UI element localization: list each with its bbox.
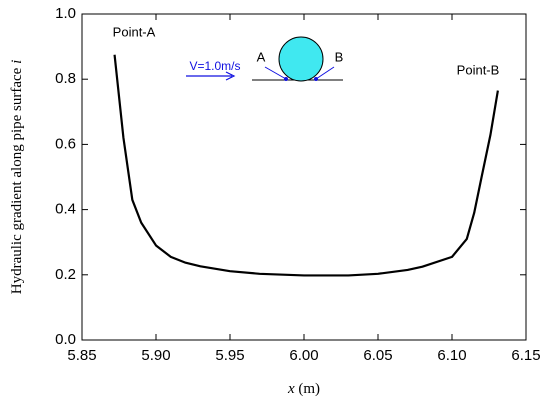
y-axis-label: Hydraulic gradient along pipe surface i: [9, 60, 25, 295]
annotation: A: [257, 49, 266, 64]
annotation: V=1.0m/s: [189, 59, 240, 73]
x-tick-label: 6.05: [363, 347, 392, 364]
x-tick-label: 6.15: [511, 347, 540, 364]
y-tick-label: 1.0: [55, 5, 76, 22]
x-tick-label: 5.85: [67, 347, 96, 364]
x-tick-label: 5.95: [215, 347, 244, 364]
x-label-symbol: x: [287, 381, 295, 397]
annotation: Point-B: [457, 62, 500, 77]
y-label-text: Hydraulic gradient along pipe surface: [9, 67, 25, 294]
x-axis-label: x (m): [287, 381, 320, 397]
x-tick-label: 6.00: [289, 347, 318, 364]
y-tick-label: 0.4: [55, 201, 76, 218]
y-tick-label: 0.8: [55, 70, 76, 87]
x-tick-label: 5.90: [141, 347, 170, 364]
point-marker: [314, 77, 318, 81]
y-tick-label: 0.2: [55, 266, 76, 283]
inset-diagram: V=1.0m/s A B: [186, 36, 344, 82]
pointer: [315, 66, 335, 80]
pointer: [264, 66, 287, 80]
x-tick-label: 6.10: [437, 347, 466, 364]
y-tick-label: 0.0: [55, 331, 76, 348]
y-label-symbol: i: [9, 60, 25, 64]
arrow-head: [225, 71, 236, 81]
y-tick-label: 0.6: [55, 135, 76, 152]
annotation: B: [335, 49, 344, 64]
x-label-unit: (m): [298, 381, 320, 397]
point-marker: [284, 77, 288, 81]
line-series: [113, 54, 499, 277]
annotation: Point-A: [113, 24, 156, 39]
pipe: [278, 36, 324, 82]
